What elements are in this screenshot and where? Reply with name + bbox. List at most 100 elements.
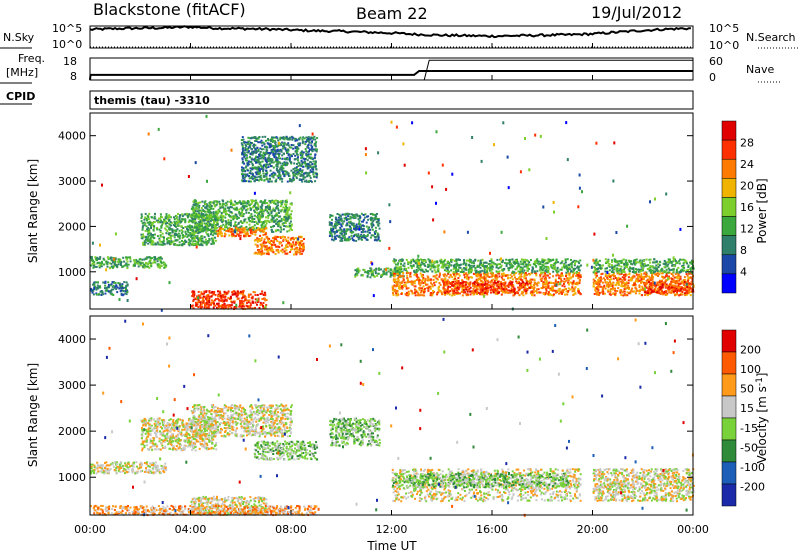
scatter-cell bbox=[150, 221, 153, 224]
scatter-cell bbox=[414, 291, 417, 294]
scatter-cell bbox=[347, 215, 350, 218]
cpid-text: themis (tau) -3310 bbox=[94, 94, 210, 107]
scatter-cell bbox=[274, 136, 277, 139]
scatter-cell bbox=[495, 274, 498, 277]
scatter-cell bbox=[360, 212, 363, 215]
scatter-cell bbox=[160, 219, 163, 222]
scatter-cell bbox=[125, 293, 128, 296]
scatter-cell bbox=[114, 259, 117, 262]
scatter-cell bbox=[473, 262, 475, 265]
scatter-cell bbox=[555, 274, 558, 277]
scatter-cell bbox=[146, 256, 149, 259]
scatter-cell bbox=[251, 227, 254, 230]
scatter-cell bbox=[370, 271, 373, 274]
scatter-cell bbox=[567, 281, 570, 284]
scatter-cell bbox=[335, 216, 338, 219]
scatter-cell bbox=[199, 243, 202, 246]
scatter-cell bbox=[141, 222, 144, 225]
scatter-cell bbox=[150, 235, 153, 238]
scatter-cell bbox=[258, 155, 261, 157]
scatter-cell bbox=[402, 285, 404, 288]
scatter-cell bbox=[160, 264, 163, 267]
scatter-cell bbox=[238, 208, 241, 211]
scatter-cell bbox=[241, 166, 243, 169]
scatter-cell bbox=[461, 285, 464, 288]
scatter-cell bbox=[210, 302, 213, 305]
scatter-cell bbox=[418, 288, 421, 291]
scatter-cell bbox=[373, 239, 376, 242]
scatter-cell bbox=[427, 278, 430, 281]
scatter-cell bbox=[120, 264, 122, 266]
scatter-cell bbox=[509, 276, 512, 279]
scatter-cell bbox=[136, 260, 139, 263]
scatter-cell bbox=[511, 258, 514, 261]
scatter-cell bbox=[343, 239, 346, 242]
scatter-cell bbox=[153, 215, 156, 218]
scatter-cell bbox=[345, 213, 348, 216]
scatter-cell bbox=[235, 213, 238, 216]
scatter-cell bbox=[290, 244, 293, 247]
scatter-cell bbox=[539, 275, 542, 278]
scatter-cell bbox=[216, 217, 219, 220]
scatter-cell bbox=[409, 273, 412, 276]
scatter-cell bbox=[180, 232, 183, 235]
scatter-cell bbox=[270, 136, 273, 139]
scatter-cell bbox=[289, 178, 292, 181]
scatter-cell bbox=[377, 236, 380, 239]
scatter-cell bbox=[207, 298, 210, 301]
scatter-cell bbox=[308, 141, 311, 144]
scatter-cell bbox=[407, 290, 410, 293]
scatter-cell bbox=[393, 284, 396, 287]
scatter-cell bbox=[340, 219, 343, 222]
scatter-cell bbox=[260, 239, 263, 242]
scatter-cell bbox=[208, 205, 211, 208]
scatter-cell bbox=[567, 270, 569, 273]
scatter-cell bbox=[214, 224, 217, 227]
scatter-cell bbox=[194, 199, 197, 202]
scatter-cell bbox=[193, 232, 196, 235]
scatter-cell bbox=[277, 145, 280, 148]
scatter-cell bbox=[467, 276, 470, 279]
scatter-cell bbox=[219, 293, 222, 296]
scatter-cell bbox=[263, 291, 266, 294]
scatter-cell bbox=[448, 276, 451, 279]
scatter-cell bbox=[300, 165, 303, 167]
scatter-cell bbox=[430, 265, 433, 268]
scatter-cell bbox=[267, 166, 270, 168]
scatter-cell bbox=[349, 217, 352, 220]
scatter-cell bbox=[314, 164, 317, 167]
scatter-cell bbox=[305, 150, 308, 153]
scatter-cell bbox=[272, 207, 275, 210]
freq-unit-label: [MHz] bbox=[6, 66, 38, 79]
scatter-cell bbox=[292, 177, 295, 180]
scatter-cell bbox=[447, 266, 450, 269]
scatter-cell bbox=[90, 264, 93, 267]
scatter-cell bbox=[153, 233, 156, 236]
scatter-cell bbox=[301, 153, 304, 156]
scatter-cell bbox=[398, 276, 401, 279]
scatter-cell bbox=[242, 300, 245, 303]
scatter-cell bbox=[331, 235, 334, 238]
scatter-cell bbox=[354, 229, 357, 232]
scatter-cell bbox=[147, 231, 150, 234]
scatter-cell bbox=[157, 221, 159, 224]
scatter-cell bbox=[476, 264, 479, 267]
scatter-cell bbox=[313, 135, 316, 138]
scatter-cell bbox=[570, 276, 573, 279]
scatter-cell bbox=[127, 256, 130, 259]
scatter-cell bbox=[245, 233, 248, 235]
scatter-cell bbox=[426, 287, 429, 289]
scatter-cell bbox=[154, 243, 157, 246]
scatter-cell bbox=[486, 268, 489, 271]
scatter-cell bbox=[142, 233, 144, 236]
scatter-cell bbox=[99, 286, 102, 289]
scatter-cell bbox=[243, 226, 246, 229]
scatter-cell bbox=[227, 223, 230, 226]
scatter-cell bbox=[125, 256, 127, 259]
scatter-cell bbox=[245, 165, 248, 168]
scatter-cell bbox=[277, 236, 280, 238]
scatter-cell bbox=[238, 212, 241, 215]
scatter-cell bbox=[161, 240, 164, 243]
scatter-cell bbox=[341, 237, 344, 240]
